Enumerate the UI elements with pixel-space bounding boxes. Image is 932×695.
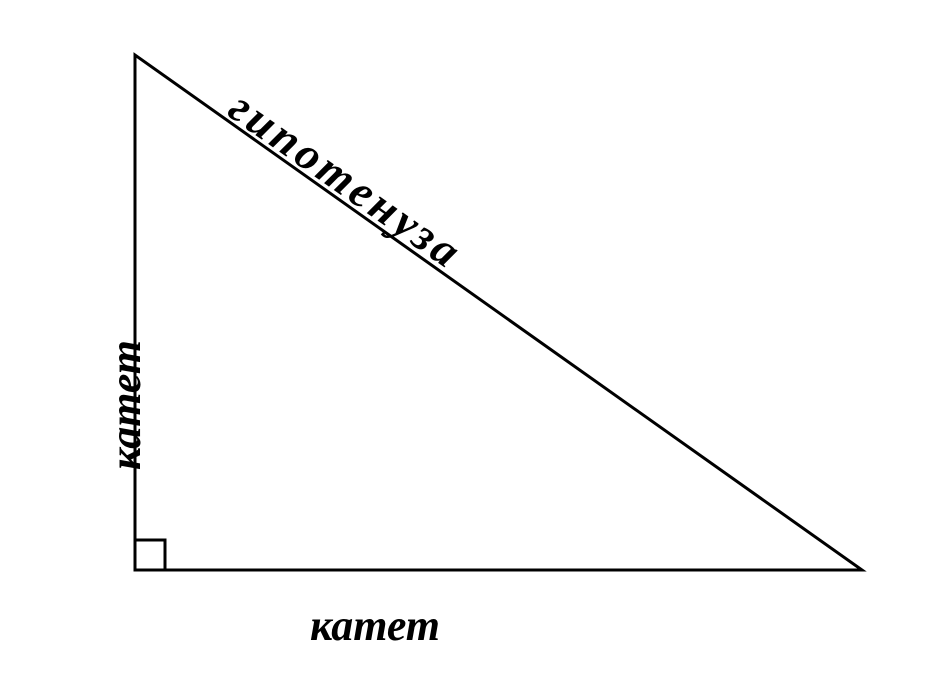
- label-horizontal-leg: катет: [310, 600, 440, 651]
- right-angle-marker: [135, 540, 165, 570]
- label-vertical-leg: катет: [100, 340, 151, 470]
